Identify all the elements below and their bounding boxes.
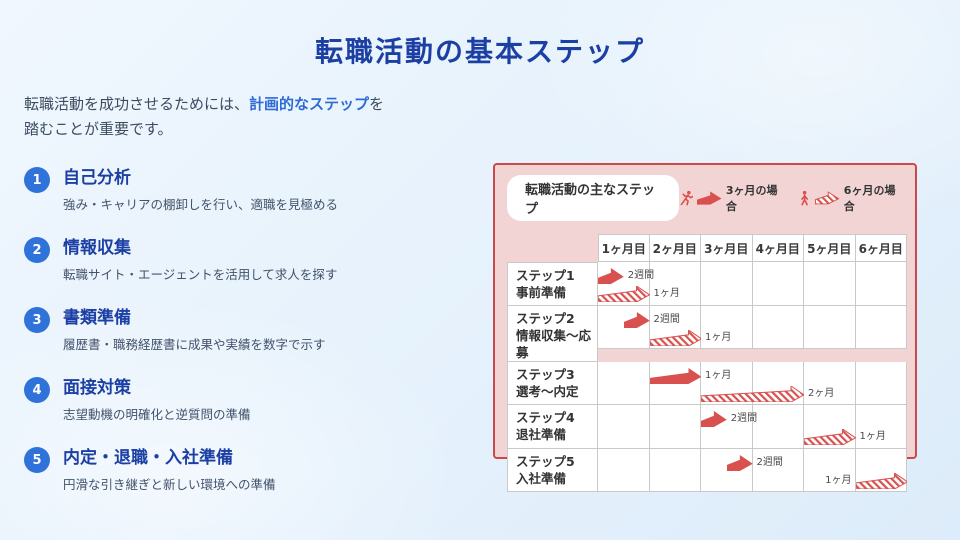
gantt-cell (701, 262, 753, 306)
step-title: 面接対策 (63, 378, 131, 398)
gantt-row: ステップ4 退社準備 2週間 1ヶ月 (507, 405, 908, 449)
gantt-cell (701, 305, 753, 349)
step-number-badge: 2 (24, 237, 50, 263)
gantt-cell (598, 305, 650, 349)
step-item-3: 3 書類準備 履歴書・職務経歴書に成果や実績を数字で示す (24, 306, 960, 353)
gantt-row-label: ステップ5 入社準備 (507, 448, 598, 492)
gantt-corner-cell (507, 234, 598, 262)
intro-accent: 計画的なステップ (249, 95, 370, 113)
gantt-cell (649, 262, 701, 306)
step-number-badge: 4 (24, 377, 50, 403)
gantt-cell (804, 405, 856, 449)
gantt-month-header: 2ヶ月目 (649, 234, 701, 262)
gantt-row: ステップ5 入社準備 2週間 1ヶ月 (507, 448, 908, 492)
steps-list: 1 自己分析 強み・キャリアの棚卸しを行い、適職を見極める 2 情報収集 転職サ… (24, 166, 960, 493)
step-item-5: 5 内定・退職・入社準備 円滑な引き継ぎと新しい環境への準備 (24, 446, 960, 493)
gantt-panel: 転職活動の主なステップ 3ヶ月の場合 (493, 163, 917, 492)
gantt-cell (598, 405, 650, 449)
intro-line2: 踏むことが重要です。 (24, 120, 173, 138)
gantt-row: ステップ2 情報収集～応募 2週間 1ヶ月 (507, 305, 908, 362)
gantt-step-name: ステップ5 (516, 453, 575, 469)
gantt-cell (649, 448, 701, 492)
gantt-cell (598, 448, 650, 492)
hatched-arrow-swatch (815, 191, 840, 205)
gantt-cell (649, 361, 701, 405)
intro-line1-pre: 転職活動を成功させるためには、 (24, 95, 250, 113)
gantt-cell (598, 361, 650, 405)
gantt-row-label: ステップ1 事前準備 (507, 262, 598, 306)
intro-line1-post: を (369, 95, 385, 113)
step-number-badge: 3 (24, 307, 50, 333)
gantt-cell (855, 262, 907, 306)
step-description: 志望動機の明確化と逆質問の準備 (63, 407, 251, 422)
step-item-1: 1 自己分析 強み・キャリアの棚卸しを行い、適職を見極める (24, 166, 960, 213)
gantt-task-name: 退社準備 (516, 427, 567, 442)
gantt-cell (598, 262, 650, 306)
gantt-row-label: ステップ4 退社準備 (507, 405, 598, 449)
gantt-cell (701, 405, 753, 449)
gantt-month-header: 4ヶ月目 (752, 234, 804, 262)
gantt-row: ステップ3 選考～内定 1ヶ月 2ヶ月 (507, 361, 908, 405)
step-description: 円滑な引き継ぎと新しい環境への準備 (63, 477, 276, 492)
gantt-cell (649, 405, 701, 449)
gantt-month-header: 3ヶ月目 (701, 234, 753, 262)
step-description: 強み・キャリアの棚卸しを行い、適職を見極める (63, 197, 339, 212)
gantt-cell (804, 448, 856, 492)
gantt-cell (649, 305, 701, 349)
gantt-cell (752, 448, 804, 492)
gantt-month-header: 6ヶ月目 (855, 234, 907, 262)
gantt-cell (855, 305, 907, 349)
gantt-cell (701, 361, 753, 405)
gantt-cell (752, 405, 804, 449)
gantt-cell (804, 262, 856, 306)
gantt-month-header: 1ヶ月目 (598, 234, 650, 262)
step-title: 自己分析 (63, 168, 131, 188)
gantt-cell (701, 448, 753, 492)
gantt-row-label: ステップ3 選考～内定 (507, 361, 598, 405)
legend-label: 3ヶ月の場合 (725, 184, 778, 213)
step-title: 内定・退職・入社準備 (63, 448, 233, 468)
gantt-row: ステップ1 事前準備 2週間 1ヶ月 (507, 262, 908, 306)
solid-arrow-swatch (697, 191, 722, 205)
gantt-cell (855, 448, 907, 492)
gantt-step-name: ステップ3 (516, 366, 575, 382)
gantt-header-row: 1ヶ月目 2ヶ月目 3ヶ月目 4ヶ月目 5ヶ月目 6ヶ月目 (507, 234, 908, 262)
step-title: 書類準備 (63, 308, 131, 328)
step-item-4: 4 面接対策 志望動機の明確化と逆質問の準備 (24, 376, 960, 423)
legend-label: 6ヶ月の場合 (843, 184, 896, 213)
gantt-cell (752, 305, 804, 349)
step-number-badge: 1 (24, 167, 50, 193)
gantt-table: 1ヶ月目 2ヶ月目 3ヶ月目 4ヶ月目 5ヶ月目 6ヶ月目 ステップ1 事前準備 2週間 1ヶ月ス… (507, 234, 908, 492)
gantt-cell (752, 262, 804, 306)
gantt-panel-header: 転職活動の主なステップ 3ヶ月の場合 (495, 165, 915, 221)
step-description: 転職サイト・エージェントを活用して求人を探す (63, 267, 338, 282)
running-person-icon (680, 190, 694, 205)
gantt-cell (855, 361, 907, 405)
step-description: 履歴書・職務経歴書に成果や実績を数字で示す (63, 337, 326, 352)
legend-item-6months: 6ヶ月の場合 (798, 182, 903, 214)
walking-person-icon (801, 190, 809, 205)
step-item-2: 2 情報収集 転職サイト・エージェントを活用して求人を探す (24, 236, 960, 283)
step-number-badge: 5 (24, 447, 50, 473)
step-title: 情報収集 (63, 238, 131, 258)
gantt-step-name: ステップ4 (516, 410, 575, 425)
gantt-task-name: 入社準備 (516, 470, 567, 486)
gantt-cell (855, 405, 907, 449)
gantt-cell (752, 361, 804, 405)
gantt-cell (804, 305, 856, 349)
gantt-title-pill: 転職活動の主なステップ (507, 175, 680, 221)
gantt-row-label: ステップ2 情報収集～応募 (507, 305, 598, 362)
gantt-task-name: 事前準備 (516, 285, 567, 300)
gantt-step-name: ステップ2 (516, 310, 575, 326)
gantt-month-header: 5ヶ月目 (804, 234, 856, 262)
page-title: 転職活動の基本ステップ (314, 35, 645, 68)
gantt-step-name: ステップ1 (516, 268, 575, 283)
gantt-legend: 3ヶ月の場合 6ヶ月の場合 (679, 182, 903, 214)
gantt-task-name: 情報収集～応募 (516, 327, 592, 360)
intro-text: 転職活動を成功させるためには、計画的なステップを踏むことが重要です。 (24, 92, 474, 142)
legend-item-3months: 3ヶ月の場合 (679, 182, 785, 214)
gantt-cell (804, 361, 856, 405)
gantt-task-name: 選考～内定 (516, 383, 579, 399)
